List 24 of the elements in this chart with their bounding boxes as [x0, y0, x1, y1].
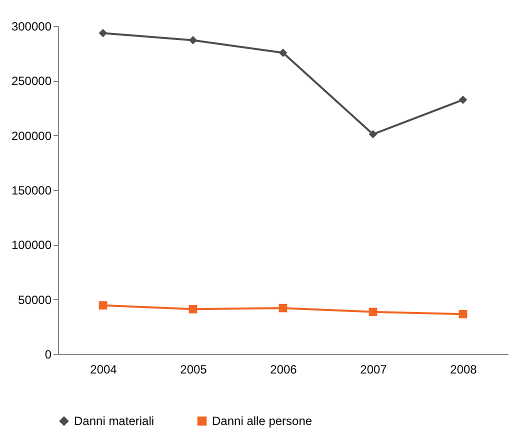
y-tick-label: 0: [44, 348, 52, 362]
point: [278, 304, 288, 312]
x-tick-label: 2008: [450, 362, 478, 376]
point: [188, 36, 198, 44]
x-tick-label: 2007: [360, 362, 388, 376]
y-tick-label: 150000: [11, 184, 52, 198]
x-tick-label: 2006: [270, 362, 298, 376]
point: [98, 28, 108, 38]
legend-label: Danni materiali: [74, 414, 154, 428]
y-tick-label: 250000: [11, 74, 52, 88]
x-tick-label: 2004: [90, 362, 118, 376]
x-tick-label: 2005: [180, 362, 208, 376]
y-tick-label: 200000: [11, 128, 52, 143]
point: [368, 308, 378, 316]
point: [278, 48, 288, 57]
point: [368, 130, 378, 138]
y-tick-label: 50000: [18, 292, 52, 307]
y-tick-label: 300000: [11, 20, 52, 34]
legend-label: Danni alle persone: [212, 414, 312, 428]
point: [188, 304, 198, 314]
point: [98, 301, 108, 310]
point: [458, 96, 468, 104]
point: [458, 310, 468, 318]
y-tick-label: 100000: [11, 238, 52, 252]
